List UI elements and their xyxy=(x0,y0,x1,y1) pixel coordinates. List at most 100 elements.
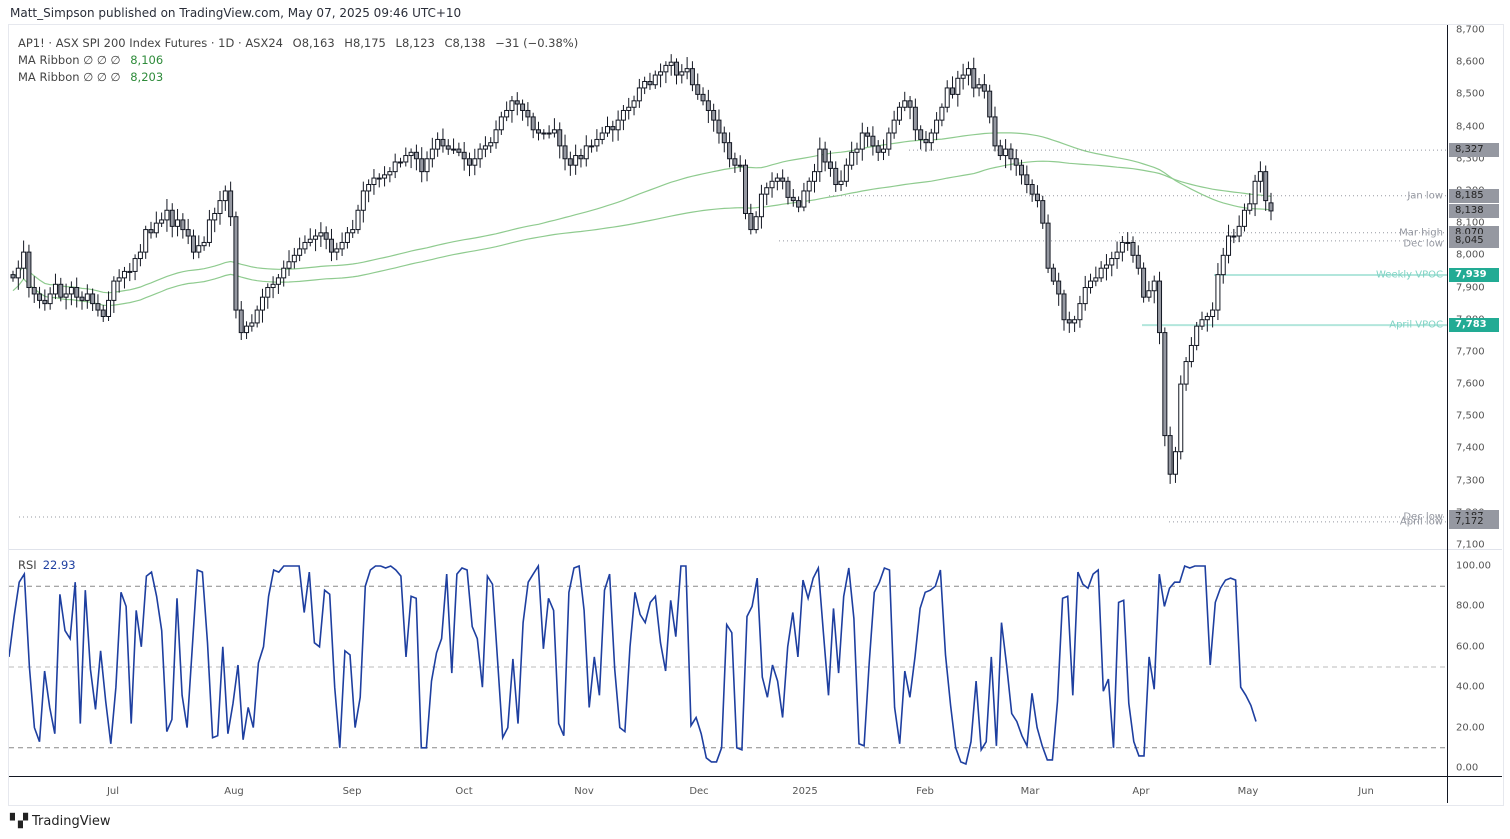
candle xyxy=(408,148,414,169)
candle xyxy=(21,240,27,280)
ma-ribbon-label: MA Ribbon ∅ ∅ ∅ xyxy=(18,53,121,67)
ohlc-open: O8,163 xyxy=(292,36,335,50)
candle xyxy=(472,148,478,176)
candle xyxy=(1263,165,1269,211)
price-tick: 8,500 xyxy=(1456,88,1485,100)
candle xyxy=(313,229,319,252)
candle xyxy=(42,289,48,311)
candle xyxy=(535,121,541,141)
candle xyxy=(960,63,966,90)
level-label: Jan low xyxy=(1407,190,1443,202)
candle xyxy=(700,87,706,106)
candle xyxy=(796,196,802,213)
candle xyxy=(647,72,653,90)
candle xyxy=(270,276,276,299)
rsi-legend[interactable]: RSI 22.93 xyxy=(18,558,76,572)
candle xyxy=(504,101,510,122)
rsi-tick: 80.00 xyxy=(1456,600,1485,612)
price-tick: 7,500 xyxy=(1456,410,1485,422)
time-tick: Mar xyxy=(1020,786,1040,797)
candle xyxy=(456,142,462,157)
candle xyxy=(1157,271,1163,345)
candle xyxy=(732,152,738,173)
time-tick: Nov xyxy=(574,786,594,797)
brand-name: TradingView xyxy=(32,814,111,829)
candle xyxy=(780,169,786,190)
candle xyxy=(838,170,844,191)
candle xyxy=(58,277,64,302)
candle xyxy=(15,260,21,290)
time-tick: Sep xyxy=(342,786,362,797)
candle xyxy=(658,63,664,88)
candle xyxy=(1141,262,1147,303)
rsi-value: 22.93 xyxy=(42,558,76,572)
rsi-tick: 20.00 xyxy=(1456,722,1485,734)
candle xyxy=(939,103,945,127)
candle xyxy=(1061,289,1067,331)
candle xyxy=(429,137,435,168)
candle xyxy=(1241,203,1247,232)
candle xyxy=(328,228,334,262)
candle xyxy=(366,179,372,203)
candle xyxy=(84,284,90,309)
candle xyxy=(790,189,796,207)
candle xyxy=(865,126,871,147)
candle xyxy=(551,118,557,138)
candle xyxy=(1210,302,1216,328)
time-tick: Aug xyxy=(224,786,244,797)
ma-ribbon-line xyxy=(12,132,1272,294)
candle xyxy=(652,70,658,89)
candle xyxy=(642,76,648,95)
candle xyxy=(546,125,552,139)
candle xyxy=(1135,245,1141,275)
candle xyxy=(1257,161,1263,193)
candle xyxy=(482,136,488,158)
candle xyxy=(435,132,441,157)
candle xyxy=(1204,312,1210,332)
price-badge: 8,045 xyxy=(1449,233,1499,248)
candle xyxy=(1167,426,1173,484)
pane-separator[interactable] xyxy=(9,549,1502,550)
candle xyxy=(1130,236,1136,263)
candle xyxy=(631,95,637,116)
candle xyxy=(955,70,961,107)
candle xyxy=(604,116,610,137)
candle xyxy=(37,286,43,309)
candle xyxy=(764,182,770,206)
candle xyxy=(63,283,69,310)
candle xyxy=(663,61,669,84)
ma-ribbon-legend-2[interactable]: MA Ribbon ∅ ∅ ∅ 8,203 xyxy=(18,69,584,86)
candle xyxy=(514,92,520,116)
symbol-legend-row[interactable]: AP1! · ASX SPI 200 Index Futures · 1D · … xyxy=(18,35,584,52)
candle xyxy=(753,211,759,234)
candle xyxy=(382,166,388,187)
candle xyxy=(923,131,929,152)
candle xyxy=(169,203,175,238)
candle xyxy=(413,144,419,171)
price-tick: 8,100 xyxy=(1456,217,1485,229)
candle xyxy=(121,266,127,289)
candle xyxy=(493,120,499,149)
candle xyxy=(1183,357,1189,391)
time-tick: Jun xyxy=(1358,786,1374,797)
candle xyxy=(238,301,244,340)
candle xyxy=(716,109,722,144)
candle xyxy=(137,244,143,267)
candle xyxy=(1040,195,1046,229)
price-tick: 8,000 xyxy=(1456,249,1485,261)
candle xyxy=(817,137,823,182)
candle xyxy=(1194,321,1200,351)
time-tick: Dec xyxy=(689,786,709,797)
candle xyxy=(1050,263,1056,285)
candle xyxy=(143,225,149,259)
price-tick: 7,100 xyxy=(1456,539,1485,551)
level-label: Mar high xyxy=(1399,227,1443,239)
price-badge: 8,138 xyxy=(1449,203,1499,218)
candle xyxy=(286,250,292,276)
tradingview-logo[interactable]: ▘▞ TradingView xyxy=(10,814,111,829)
ohlc-close: C8,138 xyxy=(444,36,486,50)
ma-ribbon-legend-1[interactable]: MA Ribbon ∅ ∅ ∅ 8,106 xyxy=(18,52,584,69)
rsi-pane[interactable] xyxy=(9,551,1447,776)
rsi-tick: 60.00 xyxy=(1456,641,1485,653)
price-chart[interactable] xyxy=(9,25,1447,549)
